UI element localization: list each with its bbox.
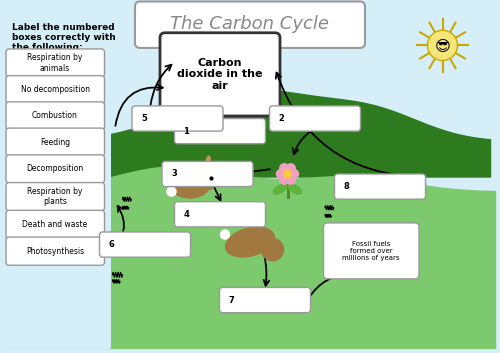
Text: 3: 3 [171, 169, 177, 179]
FancyBboxPatch shape [324, 223, 419, 279]
FancyBboxPatch shape [6, 155, 104, 183]
Text: 6: 6 [108, 240, 114, 249]
FancyBboxPatch shape [6, 183, 104, 211]
Ellipse shape [226, 227, 274, 257]
Text: Fossil fuels
formed over
millions of years: Fossil fuels formed over millions of yea… [342, 241, 400, 261]
Text: 7: 7 [228, 295, 234, 305]
FancyBboxPatch shape [270, 106, 360, 131]
Circle shape [195, 168, 217, 190]
Ellipse shape [206, 156, 210, 167]
FancyBboxPatch shape [6, 76, 104, 104]
Text: Combustion: Combustion [32, 112, 78, 120]
Ellipse shape [171, 175, 209, 198]
Circle shape [257, 220, 261, 224]
Text: 4: 4 [184, 210, 190, 219]
FancyBboxPatch shape [174, 202, 266, 227]
Circle shape [248, 212, 252, 216]
Text: Carbon
dioxide in the
air: Carbon dioxide in the air [178, 58, 263, 91]
Text: No decomposition: No decomposition [20, 85, 89, 94]
Text: Respiration by
animals: Respiration by animals [28, 53, 82, 73]
Circle shape [284, 170, 292, 178]
Circle shape [286, 164, 295, 173]
Text: The Carbon Cycle: The Carbon Cycle [170, 15, 330, 33]
FancyBboxPatch shape [135, 1, 365, 48]
Text: 2: 2 [278, 114, 284, 123]
Circle shape [246, 219, 250, 223]
Ellipse shape [273, 184, 287, 194]
FancyBboxPatch shape [162, 161, 253, 187]
Text: Death and waste: Death and waste [22, 220, 88, 229]
FancyBboxPatch shape [334, 174, 426, 199]
Text: Decomposition: Decomposition [26, 164, 84, 173]
FancyBboxPatch shape [160, 33, 280, 116]
FancyBboxPatch shape [132, 106, 223, 131]
Text: 1: 1 [184, 127, 190, 136]
Circle shape [253, 216, 257, 220]
Text: Photosynthesis: Photosynthesis [26, 247, 84, 256]
Circle shape [286, 175, 295, 184]
FancyBboxPatch shape [6, 49, 104, 77]
Circle shape [262, 239, 283, 261]
Text: Feeding: Feeding [40, 138, 70, 147]
Text: 8: 8 [344, 182, 349, 191]
Circle shape [290, 169, 298, 179]
FancyBboxPatch shape [6, 128, 104, 156]
Text: 😎: 😎 [434, 39, 450, 54]
Circle shape [276, 169, 285, 179]
Circle shape [280, 164, 289, 173]
FancyBboxPatch shape [100, 232, 190, 257]
Circle shape [220, 230, 230, 239]
Circle shape [167, 187, 176, 196]
FancyBboxPatch shape [6, 237, 104, 265]
Text: Respiration by
plants: Respiration by plants [28, 187, 82, 207]
Text: Label the numbered
boxes correctly with
the following:: Label the numbered boxes correctly with … [12, 23, 116, 53]
FancyBboxPatch shape [4, 2, 111, 349]
Circle shape [280, 175, 289, 184]
FancyBboxPatch shape [6, 102, 104, 130]
Circle shape [239, 214, 243, 218]
FancyBboxPatch shape [220, 287, 310, 313]
FancyBboxPatch shape [6, 210, 104, 239]
Ellipse shape [288, 184, 302, 194]
FancyBboxPatch shape [174, 119, 266, 144]
Text: 5: 5 [141, 114, 147, 123]
Circle shape [428, 30, 458, 60]
